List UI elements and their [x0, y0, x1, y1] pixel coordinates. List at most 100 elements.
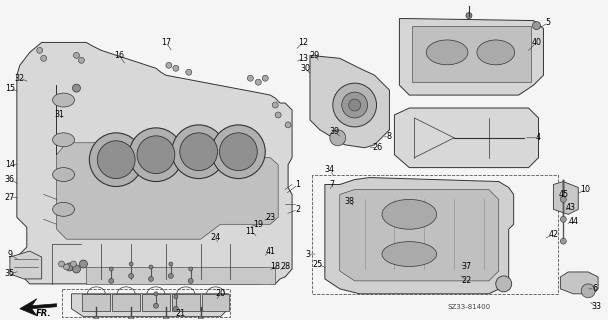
Ellipse shape: [477, 40, 514, 65]
Circle shape: [173, 306, 178, 311]
Circle shape: [129, 274, 134, 278]
Circle shape: [247, 75, 254, 81]
Circle shape: [180, 133, 218, 171]
Text: 28: 28: [280, 262, 290, 271]
Polygon shape: [340, 189, 499, 281]
Text: 11: 11: [246, 227, 255, 236]
Ellipse shape: [382, 199, 437, 229]
Text: 40: 40: [531, 38, 542, 47]
Polygon shape: [561, 272, 598, 294]
Circle shape: [342, 92, 368, 118]
Circle shape: [72, 265, 80, 273]
Polygon shape: [83, 294, 110, 311]
Text: 10: 10: [580, 185, 590, 194]
Polygon shape: [112, 294, 140, 311]
Text: 8: 8: [387, 132, 392, 141]
Text: 2: 2: [295, 205, 300, 214]
Circle shape: [561, 238, 566, 244]
Text: 30: 30: [300, 64, 310, 73]
Polygon shape: [325, 178, 514, 294]
Circle shape: [137, 136, 175, 173]
Circle shape: [164, 316, 168, 320]
Text: 21: 21: [176, 309, 186, 318]
Text: 15: 15: [5, 84, 15, 92]
Circle shape: [285, 122, 291, 128]
Polygon shape: [399, 19, 544, 95]
Text: 26: 26: [373, 143, 382, 152]
Ellipse shape: [53, 168, 74, 181]
Circle shape: [188, 267, 193, 271]
Text: 44: 44: [568, 217, 578, 226]
Polygon shape: [412, 26, 531, 82]
Text: 29: 29: [310, 51, 320, 60]
Text: 25: 25: [313, 260, 323, 268]
Circle shape: [58, 261, 64, 267]
Circle shape: [219, 133, 257, 171]
Text: 43: 43: [565, 203, 575, 212]
Text: 1: 1: [295, 180, 300, 189]
Circle shape: [94, 316, 99, 320]
Text: 41: 41: [265, 247, 275, 256]
Circle shape: [153, 303, 159, 308]
Text: 36: 36: [5, 175, 15, 184]
Circle shape: [97, 141, 135, 179]
Polygon shape: [72, 294, 229, 317]
Circle shape: [41, 55, 47, 61]
Text: 45: 45: [558, 190, 568, 199]
Polygon shape: [202, 294, 229, 311]
Circle shape: [561, 196, 566, 203]
Polygon shape: [553, 181, 578, 214]
Circle shape: [188, 278, 193, 284]
Ellipse shape: [382, 242, 437, 267]
Circle shape: [198, 316, 203, 320]
Circle shape: [275, 112, 281, 118]
Text: 17: 17: [161, 38, 171, 47]
Circle shape: [72, 84, 80, 92]
Circle shape: [71, 261, 77, 267]
Circle shape: [129, 316, 134, 320]
Text: 4: 4: [536, 133, 541, 142]
Text: 39: 39: [330, 127, 340, 136]
Polygon shape: [20, 299, 57, 316]
Circle shape: [255, 79, 261, 85]
Circle shape: [149, 265, 153, 269]
Text: 27: 27: [5, 193, 15, 202]
Circle shape: [262, 75, 268, 81]
Text: 31: 31: [55, 110, 64, 119]
Ellipse shape: [53, 93, 74, 107]
Polygon shape: [172, 294, 199, 311]
Text: 3: 3: [305, 250, 311, 259]
Circle shape: [169, 262, 173, 266]
Circle shape: [561, 216, 566, 222]
Circle shape: [129, 128, 183, 181]
Circle shape: [166, 62, 172, 68]
Circle shape: [148, 276, 153, 281]
Circle shape: [333, 83, 376, 127]
Text: 18: 18: [270, 262, 280, 271]
Text: 35: 35: [5, 269, 15, 278]
Text: 33: 33: [591, 302, 601, 311]
Text: 34: 34: [325, 165, 335, 174]
Text: 6: 6: [593, 284, 598, 293]
Polygon shape: [142, 294, 170, 311]
Polygon shape: [17, 43, 292, 284]
Circle shape: [154, 292, 158, 296]
Ellipse shape: [53, 203, 74, 216]
Polygon shape: [310, 55, 390, 148]
Circle shape: [109, 267, 113, 271]
Circle shape: [330, 130, 346, 146]
Polygon shape: [86, 267, 275, 284]
Text: 12: 12: [298, 38, 308, 47]
Text: 13: 13: [298, 54, 308, 63]
Polygon shape: [57, 85, 278, 239]
Text: SZ33-81400: SZ33-81400: [447, 304, 491, 310]
Circle shape: [64, 264, 69, 270]
Polygon shape: [395, 108, 539, 168]
Circle shape: [74, 52, 80, 58]
Circle shape: [89, 133, 143, 187]
Circle shape: [349, 99, 361, 111]
Circle shape: [186, 69, 192, 75]
Circle shape: [129, 262, 133, 266]
Text: 9: 9: [7, 250, 12, 259]
Circle shape: [581, 284, 595, 298]
